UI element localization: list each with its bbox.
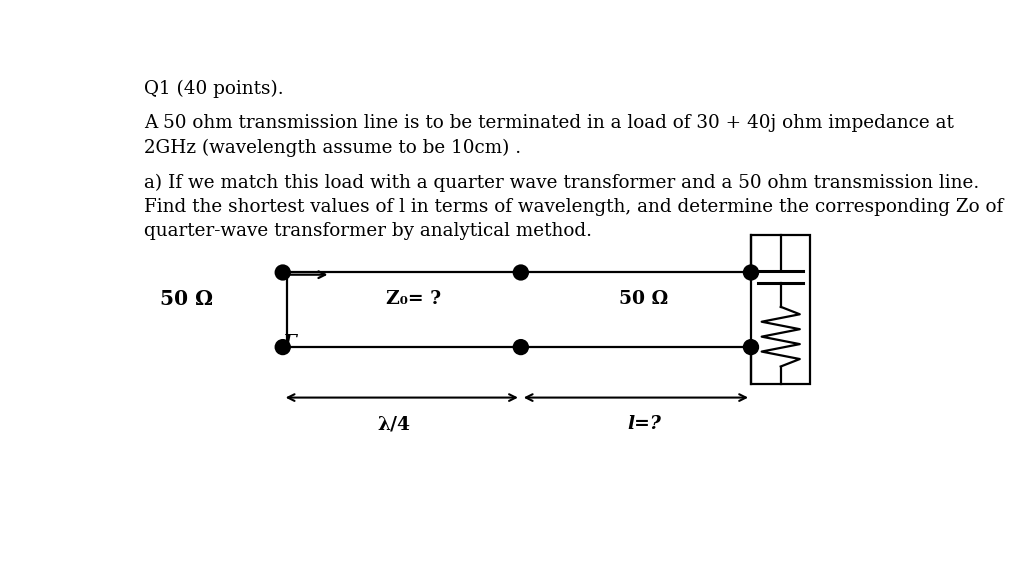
Text: Z₀= ?: Z₀= ? bbox=[386, 290, 441, 308]
Text: Find the shortest values of l in terms of wavelength, and determine the correspo: Find the shortest values of l in terms o… bbox=[143, 198, 1004, 216]
Text: 50 Ω: 50 Ω bbox=[620, 290, 669, 308]
Bar bbox=[751, 235, 811, 384]
Text: l=?: l=? bbox=[627, 415, 660, 433]
Text: λ/4: λ/4 bbox=[378, 415, 411, 433]
Text: A 50 ohm transmission line is to be terminated in a load of 30 + 40j ohm impedan: A 50 ohm transmission line is to be term… bbox=[143, 115, 953, 132]
Ellipse shape bbox=[275, 340, 290, 354]
Text: a) If we match this load with a quarter wave transformer and a 50 ohm transmissi: a) If we match this load with a quarter … bbox=[143, 174, 979, 192]
Ellipse shape bbox=[514, 266, 528, 279]
Ellipse shape bbox=[275, 266, 290, 279]
Ellipse shape bbox=[743, 266, 758, 279]
Text: Γ: Γ bbox=[283, 333, 297, 352]
Ellipse shape bbox=[743, 340, 758, 354]
Ellipse shape bbox=[514, 340, 528, 354]
Text: quarter-wave transformer by analytical method.: quarter-wave transformer by analytical m… bbox=[143, 222, 592, 240]
Text: 2GHz (wavelength assume to be 10cm) .: 2GHz (wavelength assume to be 10cm) . bbox=[143, 139, 521, 157]
Text: Q1 (40 points).: Q1 (40 points). bbox=[143, 79, 284, 97]
Text: 50 Ω: 50 Ω bbox=[160, 289, 213, 309]
